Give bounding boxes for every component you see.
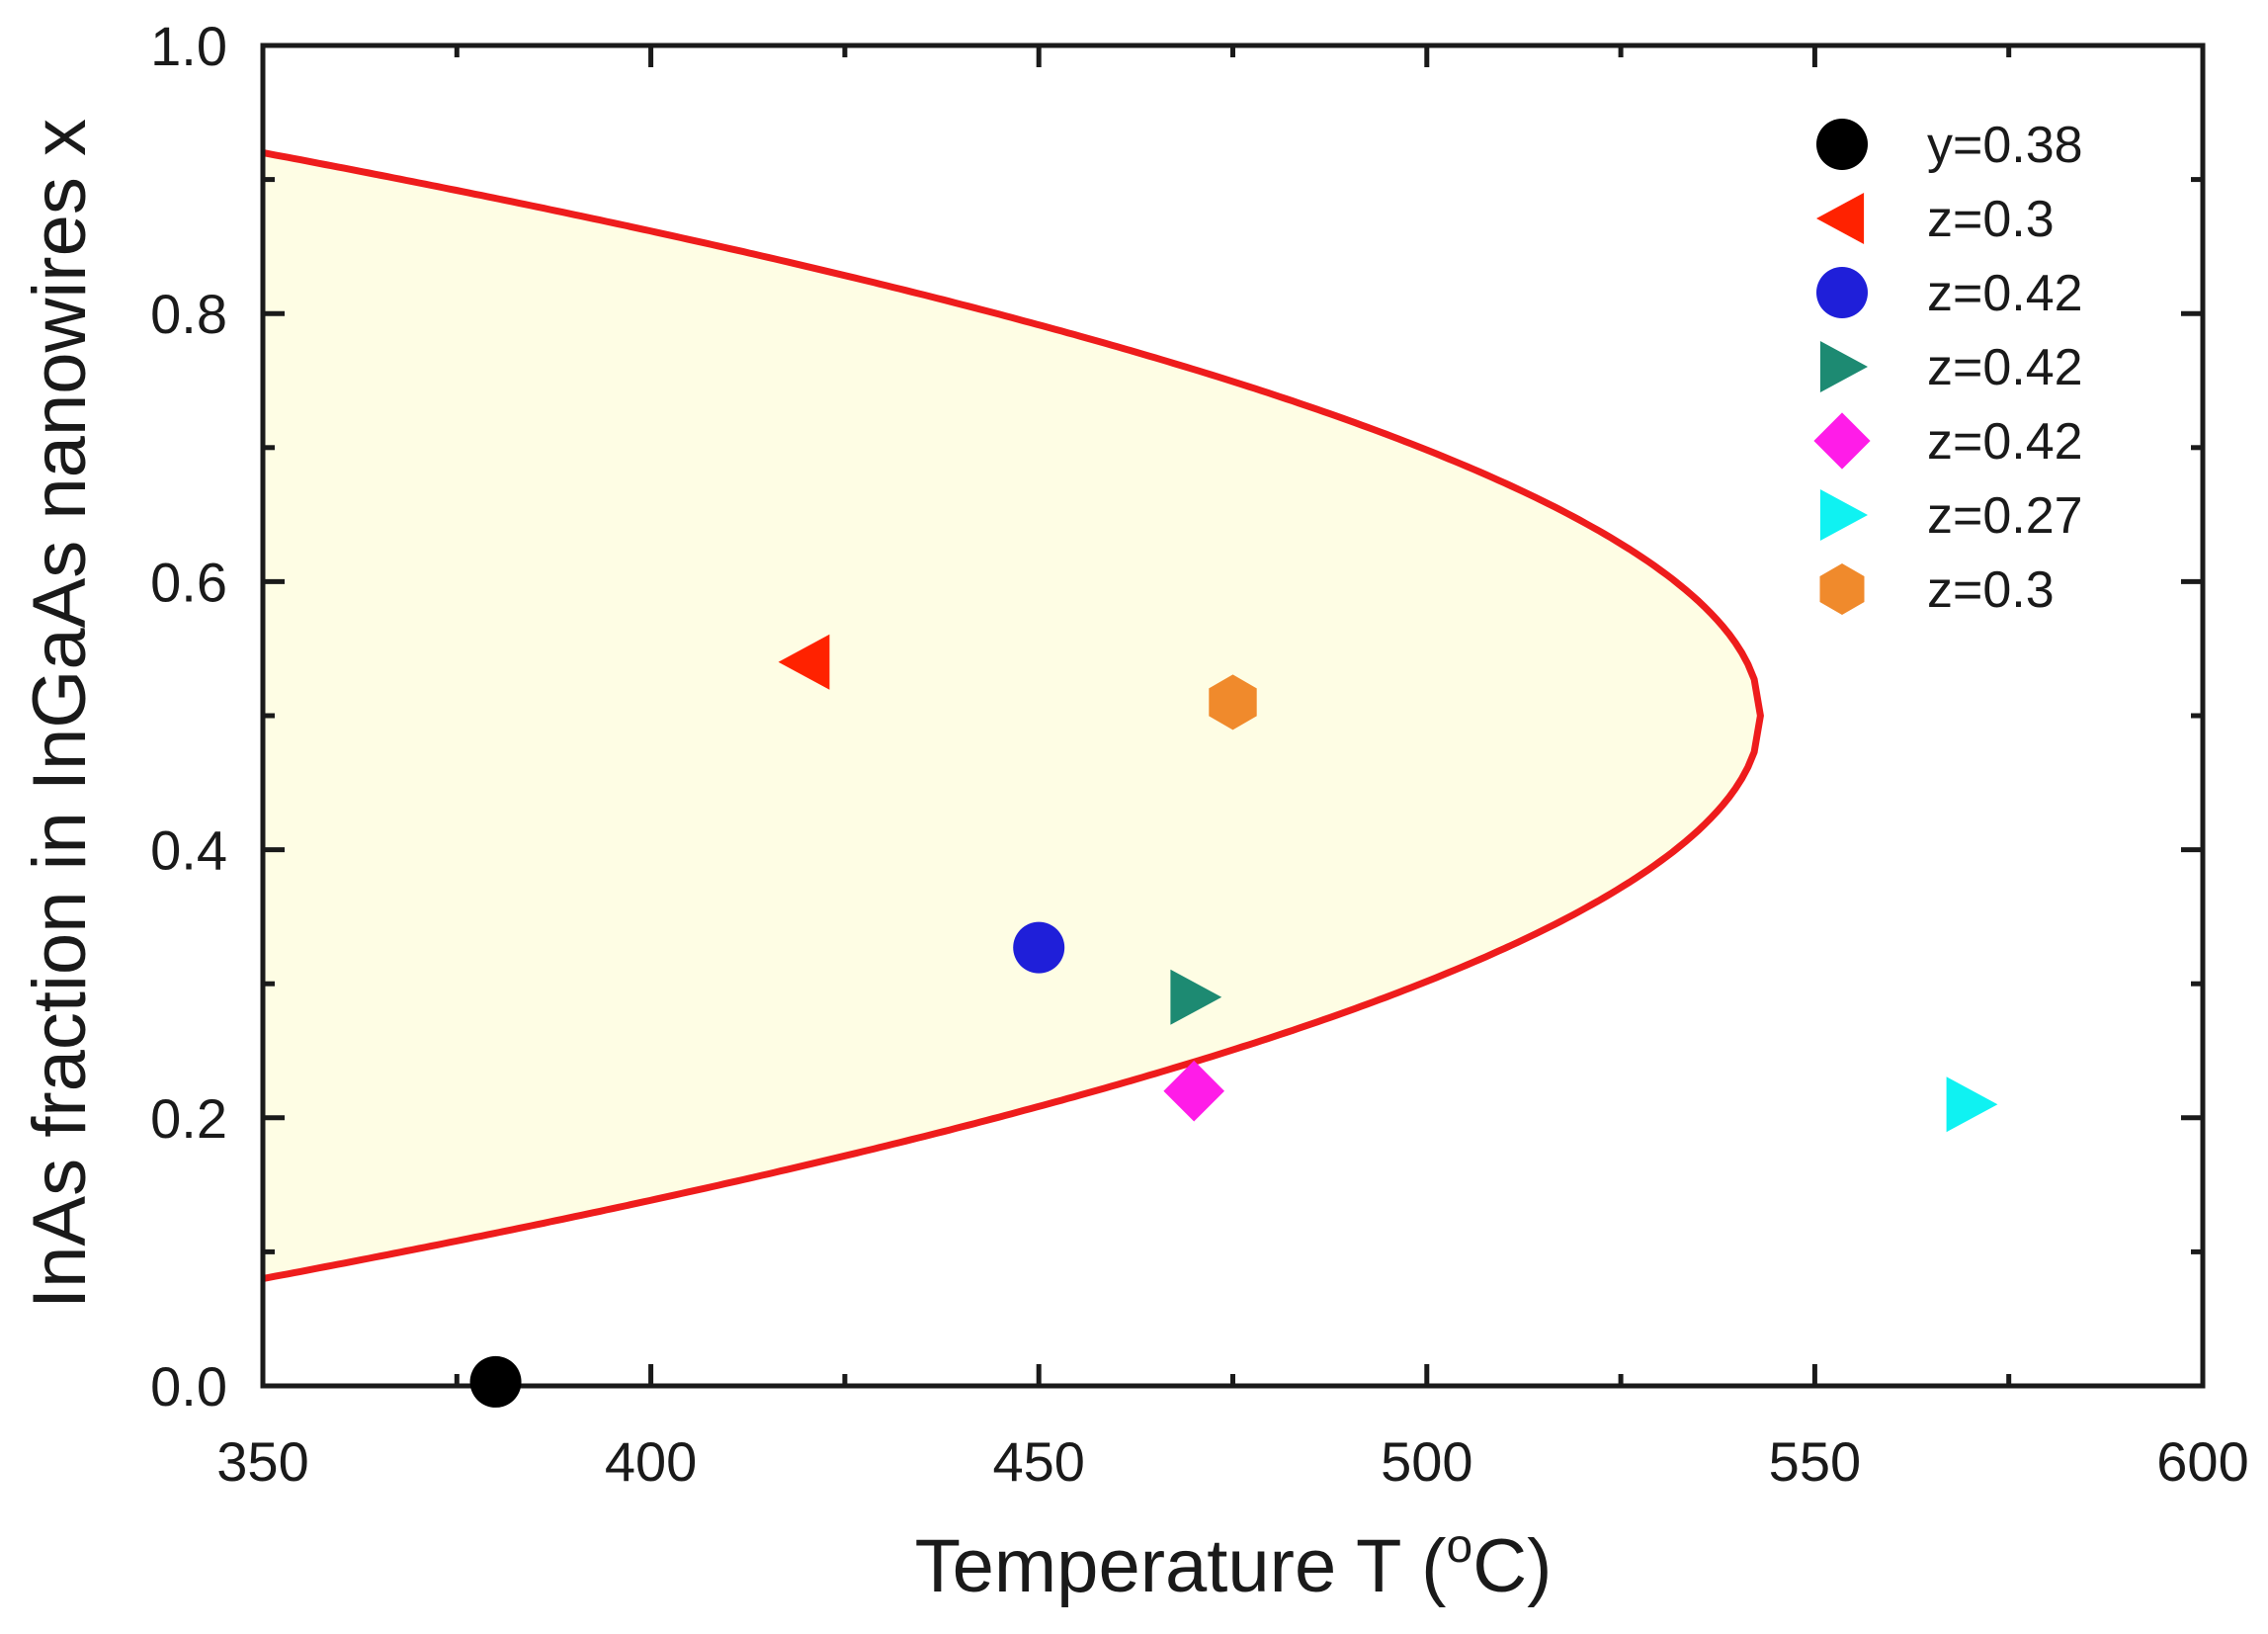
legend-label: z=0.42 [1927, 265, 2083, 322]
x-tick-label: 600 [2156, 1430, 2248, 1493]
y-tick-label: 1.0 [150, 15, 227, 77]
legend-marker [1813, 412, 1871, 470]
data-point-diamond [1163, 1060, 1224, 1122]
data-point-circle [1013, 921, 1065, 974]
x-tick-label: 550 [1769, 1430, 1861, 1493]
y-axis-tick-labels: 0.0 0.2 0.4 0.6 0.8 1.0 [150, 15, 227, 1418]
data-markers [469, 634, 1998, 1408]
axis-ticks [260, 43, 2206, 1389]
data-point-triangle-left [778, 634, 830, 690]
data-point-circle [469, 1355, 522, 1408]
y-tick-label: 0.0 [150, 1355, 227, 1418]
boundary-layer [262, 149, 1764, 1282]
legend-marker [1816, 119, 1868, 170]
x-axis-tick-labels: 350 400 450 500 550 600 [216, 1430, 2248, 1493]
legend-label: z=0.27 [1927, 487, 2083, 545]
legend-marker [1819, 489, 1868, 541]
miscibility-gap-curve [262, 149, 1764, 1282]
legend-label: z=0.42 [1927, 413, 2083, 471]
data-point-triangle-right [1946, 1076, 1998, 1133]
legend-marker [1819, 341, 1868, 392]
legend-marker [1816, 267, 1868, 318]
miscibility-gap-fill [263, 152, 1761, 1279]
x-tick-label: 400 [605, 1430, 697, 1493]
x-tick-label: 350 [216, 1430, 308, 1493]
y-axis-title: InAs fraction in InGaAs nanowires x [18, 119, 102, 1309]
legend: y=0.38 z=0.3 z=0.42 z=0.42 z=0.42 z=0.27 z=0.3 [1813, 117, 2083, 619]
legend-label: z=0.42 [1927, 339, 2083, 396]
y-tick-label: 0.4 [150, 819, 227, 882]
legend-label: z=0.3 [1927, 191, 2055, 248]
x-tick-label: 500 [1381, 1430, 1472, 1493]
data-point-triangle-right [1170, 969, 1222, 1025]
data-point-hexagon [1209, 674, 1257, 731]
y-tick-label: 0.8 [150, 283, 227, 345]
legend-label: z=0.3 [1927, 561, 2055, 619]
y-tick-label: 0.2 [150, 1087, 227, 1150]
legend-marker [1819, 563, 1865, 615]
legend-label: y=0.38 [1927, 117, 2083, 174]
x-axis-title: Temperature T (oC) [915, 1520, 1553, 1608]
legend-marker [1816, 193, 1865, 244]
x-tick-label: 450 [992, 1430, 1084, 1493]
y-tick-label: 0.6 [150, 551, 227, 613]
